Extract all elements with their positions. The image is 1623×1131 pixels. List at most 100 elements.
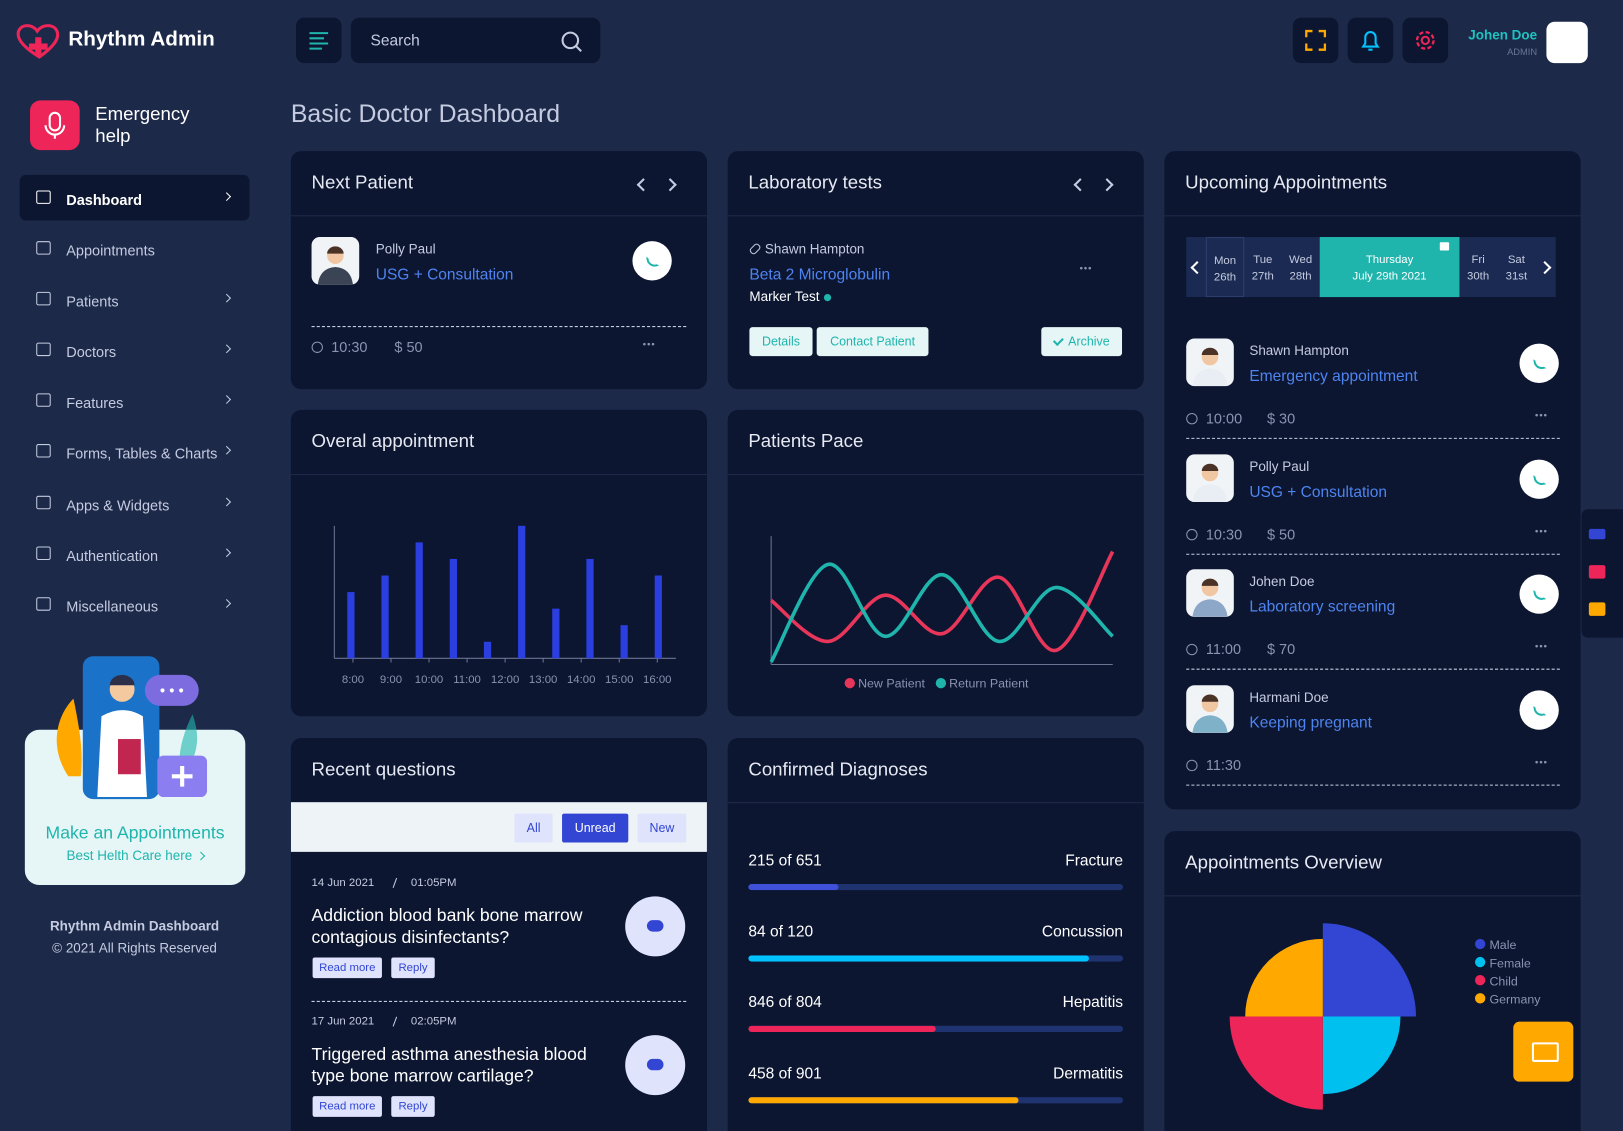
more-button[interactable] (1535, 520, 1548, 539)
card-header: Confirmed Diagnoses (727, 738, 1144, 804)
menu-item[interactable]: Doctors (20, 327, 250, 373)
chat-button[interactable] (625, 1035, 686, 1096)
calendar-day[interactable]: Sat 31st (1497, 237, 1536, 297)
bar (449, 558, 457, 659)
price: $ 50 (394, 338, 423, 356)
emergency-text: Emergency help (95, 103, 190, 146)
emergency-icon[interactable] (30, 100, 80, 151)
menu-item[interactable]: Dashboard (19, 174, 250, 221)
card-header: Overal appointment (290, 410, 707, 476)
prev-arrow[interactable] (636, 178, 650, 192)
bar (620, 625, 628, 659)
menu-item[interactable]: Patients (20, 276, 250, 322)
calendar-day[interactable]: Thursday July 29th 2021 (1319, 237, 1460, 298)
calendar-day[interactable]: Tue 27th (1244, 237, 1281, 297)
next-arrow[interactable] (1100, 178, 1114, 192)
more-button[interactable] (1535, 405, 1548, 424)
calendar-day[interactable]: Fri 30th (1459, 237, 1496, 297)
menu-item[interactable]: Miscellaneous (20, 581, 250, 627)
separator (392, 1016, 398, 1027)
menu-chevron (222, 395, 232, 405)
tool-slides[interactable] (1588, 602, 1606, 616)
prev-arrow[interactable] (1073, 178, 1087, 192)
menu-item[interactable]: Apps & Widgets (20, 480, 250, 526)
appointment-type: Keeping pregnant (1249, 714, 1372, 732)
contact-button[interactable]: Contact Patient (816, 327, 929, 357)
promo-link[interactable]: Best Helth Care here (25, 848, 245, 863)
reply-button[interactable]: Reply (391, 957, 435, 979)
calendar-day[interactable]: Mon 26th (1205, 237, 1245, 298)
details-button[interactable]: Details (749, 327, 813, 357)
time: 10:30 (1186, 525, 1242, 542)
user-avatar[interactable] (1546, 21, 1588, 64)
menu-chevron (222, 344, 232, 354)
bar (483, 641, 492, 659)
question-text: Triggered asthma anesthesia blood type b… (311, 1044, 587, 1086)
avatar (1186, 569, 1234, 618)
reply-button[interactable]: Reply (391, 1096, 435, 1117)
diagnosis-name: Dermatitis (1053, 1065, 1124, 1083)
next-arrow[interactable] (663, 178, 677, 192)
menu-label: Patients (66, 293, 119, 310)
avatar (1186, 454, 1234, 502)
menu-icon (36, 596, 51, 611)
card-title: Confirmed Diagnoses (748, 758, 928, 780)
promo-arrow (196, 851, 205, 861)
notification-button[interactable] (1347, 17, 1394, 64)
menu-icon (309, 32, 329, 50)
fullscreen-button[interactable] (1292, 17, 1339, 64)
read-more-button[interactable]: Read more (312, 957, 382, 979)
menu-toggle[interactable] (296, 17, 342, 64)
more-button[interactable] (643, 333, 656, 352)
clock-icon (1186, 412, 1198, 425)
appointment-type: Laboratory screening (1249, 598, 1396, 617)
menu-item[interactable]: Authentication (20, 531, 250, 577)
clock-icon (1186, 759, 1198, 772)
next-patient-card: Next Patient Polly Paul USG + Consultati… (290, 151, 707, 390)
tool-image[interactable] (1588, 565, 1606, 579)
filter-unread[interactable]: Unread (562, 813, 629, 843)
legend-label: Child (1489, 974, 1517, 988)
read-more-button[interactable]: Read more (312, 1096, 382, 1117)
avatar-hair (1201, 347, 1219, 356)
call-button[interactable] (1519, 690, 1559, 730)
settings-button[interactable] (1402, 17, 1449, 64)
more-button[interactable] (1080, 258, 1093, 277)
archive-button[interactable]: Archive (1041, 327, 1123, 357)
menu-item[interactable]: Forms, Tables & Charts (20, 429, 250, 475)
calendar-day[interactable]: Wed 28th (1281, 237, 1319, 297)
chat-fab[interactable] (1513, 1021, 1574, 1082)
progress-track (748, 1097, 1124, 1104)
tool-camera[interactable] (1588, 528, 1606, 540)
more-button[interactable] (1535, 752, 1548, 771)
card-header: Next Patient (290, 151, 707, 217)
bar (381, 575, 389, 659)
time: 10:00 (1186, 410, 1242, 426)
chat-button[interactable] (625, 896, 686, 957)
page-title: Basic Doctor Dashboard (290, 100, 561, 129)
chat-fab-icon (1531, 1042, 1559, 1062)
question-date: 14 Jun 2021 (311, 876, 375, 890)
search-box[interactable]: Search (350, 17, 601, 64)
filter-new[interactable]: New (637, 813, 687, 843)
bar (654, 575, 662, 659)
menu-item[interactable]: Appointments (20, 226, 250, 272)
status-dot (823, 293, 831, 302)
x-tick-label: 16:00 (643, 674, 671, 686)
bar (552, 608, 560, 659)
call-button[interactable] (1519, 574, 1559, 615)
card-header: Recent questions (290, 738, 707, 804)
call-button[interactable] (1519, 459, 1559, 499)
call-button[interactable] (1519, 343, 1559, 383)
filter-all[interactable]: All (514, 813, 553, 843)
cal-next[interactable] (1538, 260, 1552, 275)
cal-prev[interactable] (1190, 260, 1204, 275)
chat-icon (646, 920, 664, 932)
gear-icon (1415, 30, 1435, 50)
avatar-body (1192, 368, 1228, 387)
promo-title: Make an Appointments (45, 822, 225, 843)
call-button[interactable] (632, 241, 672, 281)
more-button[interactable] (1535, 636, 1548, 655)
lab-tests-card: Laboratory tests Shawn Hampton Beta 2 Mi… (727, 151, 1144, 390)
menu-item[interactable]: Features (20, 378, 250, 424)
